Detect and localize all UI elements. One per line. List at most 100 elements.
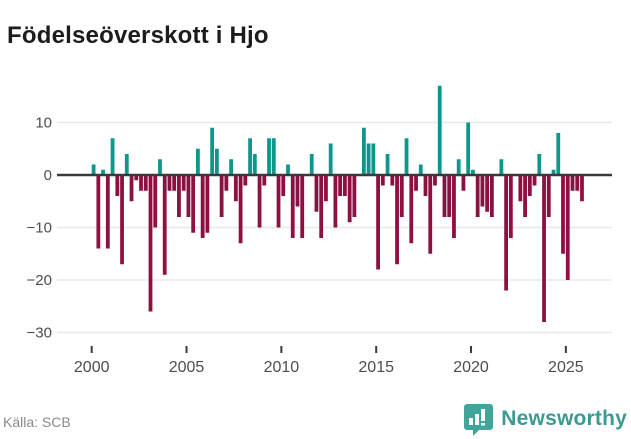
bar-2018-Q2 xyxy=(437,85,442,175)
bar-2013-Q1 xyxy=(338,175,343,196)
bar-2010-Q3 xyxy=(290,175,295,238)
bar-2004-Q3 xyxy=(177,175,181,217)
bar-2023-Q4 xyxy=(542,175,546,322)
bar-2001-Q3 xyxy=(120,175,124,265)
birth-surplus-chart: 10 0 −10 −20 −30 2000 2005 2010 2015 2020 2025 xyxy=(27,85,612,376)
bar-2017-Q2 xyxy=(418,164,423,175)
bar-2008-Q1 xyxy=(243,175,248,186)
bar-2015-Q4 xyxy=(390,175,395,186)
bar-2012-Q3 xyxy=(328,143,333,175)
bar-2022-Q1 xyxy=(508,175,513,238)
bar-2002-Q2 xyxy=(134,175,139,181)
bar-2003-Q3 xyxy=(158,159,162,175)
bar-2021-Q4 xyxy=(504,175,509,291)
bar-2024-Q4 xyxy=(561,175,565,254)
bar-2009-Q4 xyxy=(276,175,281,228)
bar-2020-Q4 xyxy=(485,175,490,212)
bar-2021-Q3 xyxy=(499,159,504,175)
x-axis-label-2005: 2005 xyxy=(169,359,205,376)
bar-2013-Q2 xyxy=(342,175,347,196)
bar-2021-Q1 xyxy=(489,175,494,217)
bar-2019-Q4 xyxy=(466,122,471,175)
y-axis-label: −30 xyxy=(27,325,52,342)
bar-2016-Q4 xyxy=(409,175,414,244)
newsworthy-logo[interactable]: Newsworthy xyxy=(463,400,627,438)
bar-2010-Q4 xyxy=(295,175,300,207)
bar-2024-Q2 xyxy=(551,169,556,175)
bar-2019-Q2 xyxy=(456,159,461,175)
bar-2015-Q3 xyxy=(385,154,390,175)
bar-2018-Q4 xyxy=(447,175,452,217)
bar-2009-Q2 xyxy=(267,138,271,175)
bar-2024-Q1 xyxy=(546,175,551,217)
bar-2025-Q1 xyxy=(565,175,570,280)
bar-2011-Q1 xyxy=(300,175,305,238)
bar-2008-Q2 xyxy=(248,138,252,175)
newsworthy-logo-text: Newsworthy xyxy=(501,407,627,430)
bar-2017-Q4 xyxy=(428,175,433,254)
bar-2014-Q3 xyxy=(366,143,371,175)
bar-2002-Q3 xyxy=(139,175,143,191)
bar-2023-Q2 xyxy=(532,175,537,186)
bar-2003-Q4 xyxy=(162,175,167,275)
bar-2005-Q2 xyxy=(191,175,196,233)
bar-2019-Q1 xyxy=(452,175,456,238)
bar-2005-Q1 xyxy=(186,175,191,217)
bar-2000-Q1 xyxy=(91,164,96,175)
bar-2023-Q1 xyxy=(527,175,532,196)
chart-canvas: 10 0 −10 −20 −30 2000 2005 2010 2015 2020 2025 xyxy=(27,85,612,376)
bar-2004-Q2 xyxy=(172,175,177,191)
y-axis-label: 0 xyxy=(44,167,52,184)
x-axis-label-2020: 2020 xyxy=(453,359,489,376)
bar-2001-Q1 xyxy=(110,138,115,175)
bar-2007-Q1 xyxy=(224,175,229,191)
bar-2020-Q3 xyxy=(480,175,485,207)
bar-2024-Q3 xyxy=(556,133,561,175)
bar-2023-Q3 xyxy=(537,154,542,175)
bar-2013-Q4 xyxy=(352,175,357,217)
bar-2005-Q4 xyxy=(200,175,205,238)
bar-2000-Q4 xyxy=(105,175,110,249)
page-title: Födelseöverskott i Hjo xyxy=(7,22,269,50)
y-axis-label: 10 xyxy=(35,115,52,132)
bar-2002-Q1 xyxy=(129,175,134,202)
bar-2008-Q4 xyxy=(257,175,262,228)
bar-2004-Q1 xyxy=(167,175,172,191)
bar-2000-Q2 xyxy=(96,175,101,249)
bar-2006-Q2 xyxy=(210,127,215,175)
source-label: Källa: SCB xyxy=(3,414,71,430)
bar-2003-Q1 xyxy=(148,175,153,312)
bar-2006-Q4 xyxy=(219,175,224,217)
bar-2025-Q3 xyxy=(575,175,580,191)
bar-2016-Q2 xyxy=(399,175,404,217)
bar-2014-Q2 xyxy=(361,127,366,175)
bar-2013-Q3 xyxy=(347,175,352,223)
bar-2006-Q1 xyxy=(205,175,210,233)
x-axis-label-2025: 2025 xyxy=(548,359,584,376)
bar-2017-Q3 xyxy=(423,175,428,196)
bar-2010-Q2 xyxy=(286,164,290,175)
bar-2018-Q3 xyxy=(442,175,447,217)
bar-2022-Q3 xyxy=(518,175,523,202)
bar-2025-Q4 xyxy=(580,175,584,202)
bar-2008-Q3 xyxy=(252,154,257,175)
bar-2022-Q4 xyxy=(523,175,527,217)
bar-2018-Q1 xyxy=(433,175,437,186)
bar-2011-Q3 xyxy=(309,154,314,175)
bar-2014-Q4 xyxy=(371,143,376,175)
bar-2025-Q2 xyxy=(570,175,575,191)
bar-2020-Q1 xyxy=(471,169,475,175)
bar-2015-Q2 xyxy=(380,175,385,186)
bar-2007-Q3 xyxy=(233,175,238,202)
bar-2002-Q4 xyxy=(143,175,148,191)
y-axis-label: −20 xyxy=(27,272,52,289)
bar-2011-Q4 xyxy=(314,175,319,212)
bar-2019-Q3 xyxy=(461,175,466,191)
bar-2012-Q1 xyxy=(319,175,324,238)
newsworthy-logo-icon xyxy=(464,403,494,436)
bar-2007-Q4 xyxy=(238,175,243,244)
bar-2016-Q3 xyxy=(404,138,409,175)
bar-2009-Q1 xyxy=(262,175,267,186)
bar-2020-Q2 xyxy=(475,175,480,217)
bar-2001-Q4 xyxy=(124,154,129,175)
